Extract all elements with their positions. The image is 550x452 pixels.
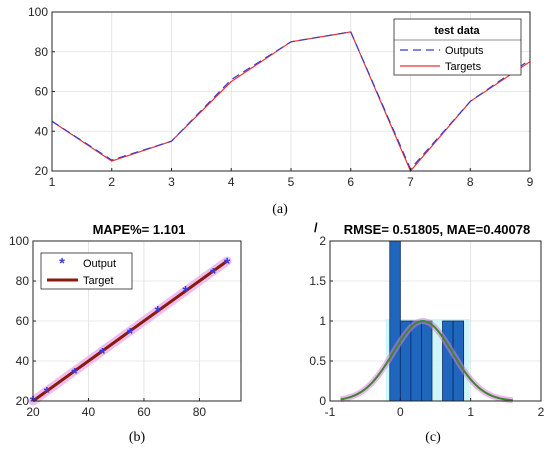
legend-marker-output: * [59, 255, 65, 272]
output-point: * [224, 256, 231, 273]
legend-box [40, 252, 133, 290]
panel-b-tick-label-y: 20 [16, 394, 30, 408]
output-point: * [155, 304, 162, 321]
panel-a-tick-label-x: 3 [168, 175, 175, 189]
panel-b-title: MAPE%= 1.101 [93, 222, 186, 237]
panel-b-tick-label-y: 60 [16, 314, 30, 328]
panel-a-tick-label-x: 5 [288, 175, 295, 189]
panel-a-tick-label-y: 40 [35, 124, 49, 138]
panel-c-tick-label-y: 1 [319, 314, 326, 328]
output-point: * [99, 346, 106, 363]
panel-a-tick-label-x: 8 [467, 175, 474, 189]
panel-b-scatter-chart: MAPE%= 1.101 * * * * * * * * * 20 40 60 80 20 40 60 80 1… [9, 222, 242, 445]
histogram-bar [410, 320, 422, 402]
caption-c: (c) [425, 430, 441, 445]
stray-mark: / [314, 220, 318, 235]
output-point: * [30, 394, 37, 411]
panel-b-legend: * Output Target [40, 252, 133, 290]
legend-label-targets: Targets [445, 61, 482, 73]
panel-a-tick-label-y: 20 [35, 164, 49, 178]
panel-b-tick-label-x: 20 [26, 405, 40, 419]
series-line-outputs [51, 31, 531, 171]
panel-b-tick-label-y: 40 [16, 354, 30, 368]
panel-a-tick-label-y: 60 [35, 85, 49, 99]
panel-c-tick-label-y: 0 [319, 394, 326, 408]
histogram-bar [442, 320, 454, 402]
output-point: * [44, 385, 51, 402]
panel-c-tick-label-y: 0.5 [309, 354, 326, 368]
panel-a-tick-label-x: 6 [347, 175, 354, 189]
normal-fit-curve [340, 320, 513, 402]
panel-a-tick-label-x: 9 [527, 175, 534, 189]
output-point: * [210, 266, 217, 283]
panel-a-legend: test data Outputs Targets [393, 18, 522, 76]
caption-b: (b) [129, 430, 146, 445]
panel-c-tick-label-x: 1 [467, 405, 474, 419]
panel-c-tick-label-x: 0 [397, 405, 404, 419]
panel-c-tick-label-y: 1.5 [309, 274, 326, 288]
panel-c-tick-label-y: 2 [319, 234, 326, 248]
panel-b-tick-label-y: 100 [9, 234, 29, 248]
legend-title: test data [434, 25, 480, 37]
legend-label-outputs: Outputs [445, 45, 484, 57]
panel-c-tick-label-x: -1 [325, 405, 336, 419]
panel-c-histogram: / RMSE= 0.51805, MAE=0.40078 -1 0 1 200.511… [309, 220, 544, 445]
output-point: * [71, 366, 78, 383]
panel-a-line-chart: 1 2 3 4 5 6 7 8 9 20 40 60 80 100 test data Outputs T… [28, 5, 534, 217]
histogram-bar [421, 320, 433, 402]
panel-a-tick-label-y: 80 [35, 45, 49, 59]
panel-b-tick-label-x: 60 [137, 405, 151, 419]
histogram-bar [389, 240, 401, 402]
panel-c-title: RMSE= 0.51805, MAE=0.40078 [344, 222, 530, 237]
caption-a: (a) [272, 202, 288, 217]
panel-b-tick-label-x: 80 [193, 405, 207, 419]
panel-a-tick-label-y: 100 [28, 5, 48, 19]
panel-b-tick-label-x: 40 [82, 405, 96, 419]
panel-a-tick-label-x: 7 [407, 175, 414, 189]
panel-c-tick-label-x: 2 [538, 405, 545, 419]
panel-b-tick-label-y: 80 [16, 274, 30, 288]
output-point: * [182, 284, 189, 301]
legend-label-output: Output [83, 258, 116, 270]
target-line [32, 259, 229, 403]
panel-a-tick-label-x: 1 [49, 175, 56, 189]
panel-a-tick-label-x: 2 [108, 175, 115, 189]
panel-a-tick-label-x: 4 [228, 175, 235, 189]
legend-label-target: Target [83, 275, 114, 287]
output-point: * [127, 326, 134, 343]
